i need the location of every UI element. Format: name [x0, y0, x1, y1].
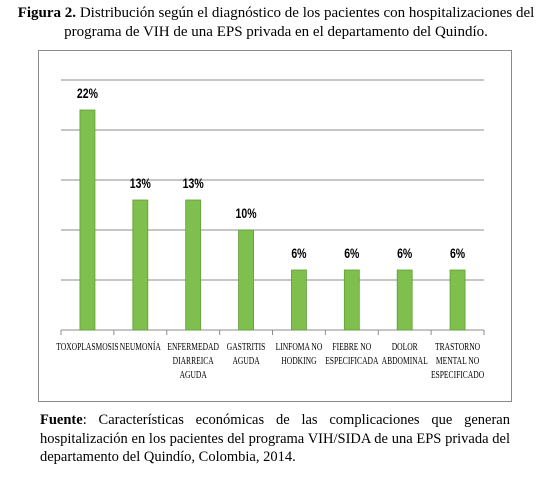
x-tick-label: LINFOMA NO [276, 341, 323, 352]
x-tick-label: AGUDA [232, 355, 260, 366]
caption-label: Figura 2. [17, 5, 77, 21]
figure-caption: Figura 2. Distribución según el diagnóst… [8, 4, 544, 42]
source-label: Fuente [40, 412, 83, 428]
caption-text: Distribución según el diagnóstico de los… [64, 5, 535, 40]
x-tick-label: ENFERMEDAD [167, 341, 219, 352]
bar [132, 199, 149, 331]
bar [396, 269, 413, 331]
x-tick-label: GASTRITIS [227, 341, 266, 352]
chart-frame: 22% TOXOPLASMOSIS 13% NEUMONÍA 13% ENFERMEDAD… [38, 50, 512, 402]
x-tick-label: TRASTORNO [435, 341, 480, 352]
x-tick-label: HODKING [281, 355, 317, 366]
x-tick-label: ABDOMINAL [382, 355, 428, 366]
data-label: 13% [183, 176, 204, 192]
x-tick-label: NEUMONÍA [120, 341, 161, 352]
bar [185, 199, 202, 331]
data-label: 6% [344, 246, 359, 262]
data-label: 22% [77, 86, 98, 102]
bar [449, 269, 466, 331]
bar [343, 269, 360, 331]
bar [291, 269, 307, 331]
bar [79, 109, 96, 331]
data-label: 13% [130, 176, 151, 192]
data-label: 6% [397, 246, 412, 262]
x-tick-label: DOLOR [392, 341, 419, 352]
data-label: 6% [291, 246, 306, 262]
x-tick-label: ESPECIFICADA [325, 355, 379, 366]
bar [238, 229, 254, 331]
bar-chart: 22% TOXOPLASMOSIS 13% NEUMONÍA 13% ENFERMEDAD… [56, 79, 485, 380]
x-tick-label: ESPECIFICADO [431, 369, 485, 380]
x-tick-label: DIARREICA [173, 355, 214, 366]
x-tick-label: FIEBRE NO [332, 341, 371, 352]
x-tick-label: MENTAL NO [436, 355, 480, 366]
x-tick-label: AGUDA [180, 369, 208, 380]
data-label: 6% [450, 246, 465, 262]
source-text: : Características económicas de las comp… [40, 412, 510, 465]
source-note: Fuente: Características económicas de la… [40, 411, 510, 467]
x-tick-label: TOXOPLASMOSIS [56, 341, 118, 352]
data-label: 10% [236, 206, 257, 222]
